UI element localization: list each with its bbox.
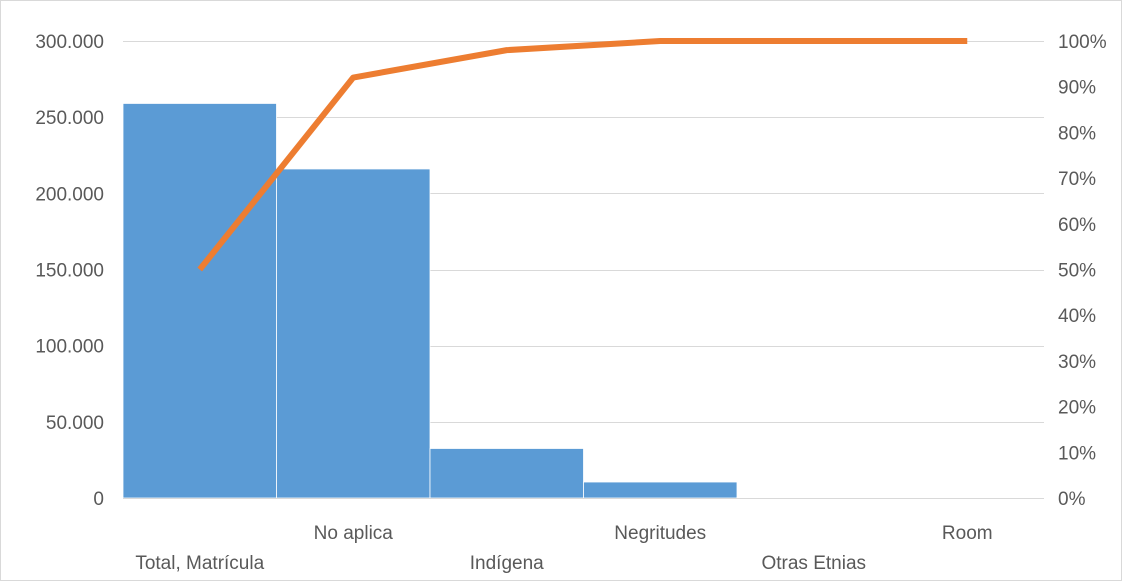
x-tick-label: Negritudes xyxy=(614,523,706,544)
y2-tick-label: 20% xyxy=(1058,398,1096,419)
y-tick-label: 150.000 xyxy=(35,261,104,282)
x-tick-label: No aplica xyxy=(314,523,394,544)
y-tick-label: 50.000 xyxy=(46,413,104,434)
y-tick-label: 0 xyxy=(93,489,104,510)
bar xyxy=(123,103,277,498)
bar-series xyxy=(123,103,891,498)
y2-tick-label: 30% xyxy=(1058,352,1096,373)
y-tick-label: 250.000 xyxy=(35,108,104,129)
x-tick-label: Room xyxy=(942,523,993,544)
y2-tick-label: 80% xyxy=(1058,123,1096,144)
bar xyxy=(430,448,584,498)
x-tick-label: Otras Etnias xyxy=(761,553,866,574)
y2-tick-label: 40% xyxy=(1058,306,1096,327)
bar xyxy=(277,169,431,498)
y2-tick-label: 0% xyxy=(1058,489,1086,510)
secondary-y-axis-tick-labels: 0% 10% 20% 30% 40% 50% 60% 70% 80% 90% 100% xyxy=(1058,32,1107,510)
x-axis-tick-labels: Total, Matrícula No aplica Indígena Negritu… xyxy=(135,523,992,574)
x-tick-label: Indígena xyxy=(470,553,544,574)
bar xyxy=(584,482,738,498)
y-tick-label: 100.000 xyxy=(35,337,104,358)
y2-tick-label: 50% xyxy=(1058,261,1096,282)
y2-tick-label: 100% xyxy=(1058,32,1107,53)
y-tick-label: 300.000 xyxy=(35,32,104,53)
y2-tick-label: 90% xyxy=(1058,78,1096,99)
y2-tick-label: 60% xyxy=(1058,215,1096,236)
y2-tick-label: 70% xyxy=(1058,169,1096,190)
x-tick-label: Total, Matrícula xyxy=(135,553,264,574)
y2-tick-label: 10% xyxy=(1058,443,1096,464)
y-axis-tick-labels: 0 50.000 100.000 150.000 200.000 250.000 300.0… xyxy=(35,32,104,510)
y-tick-label: 200.000 xyxy=(35,184,104,205)
